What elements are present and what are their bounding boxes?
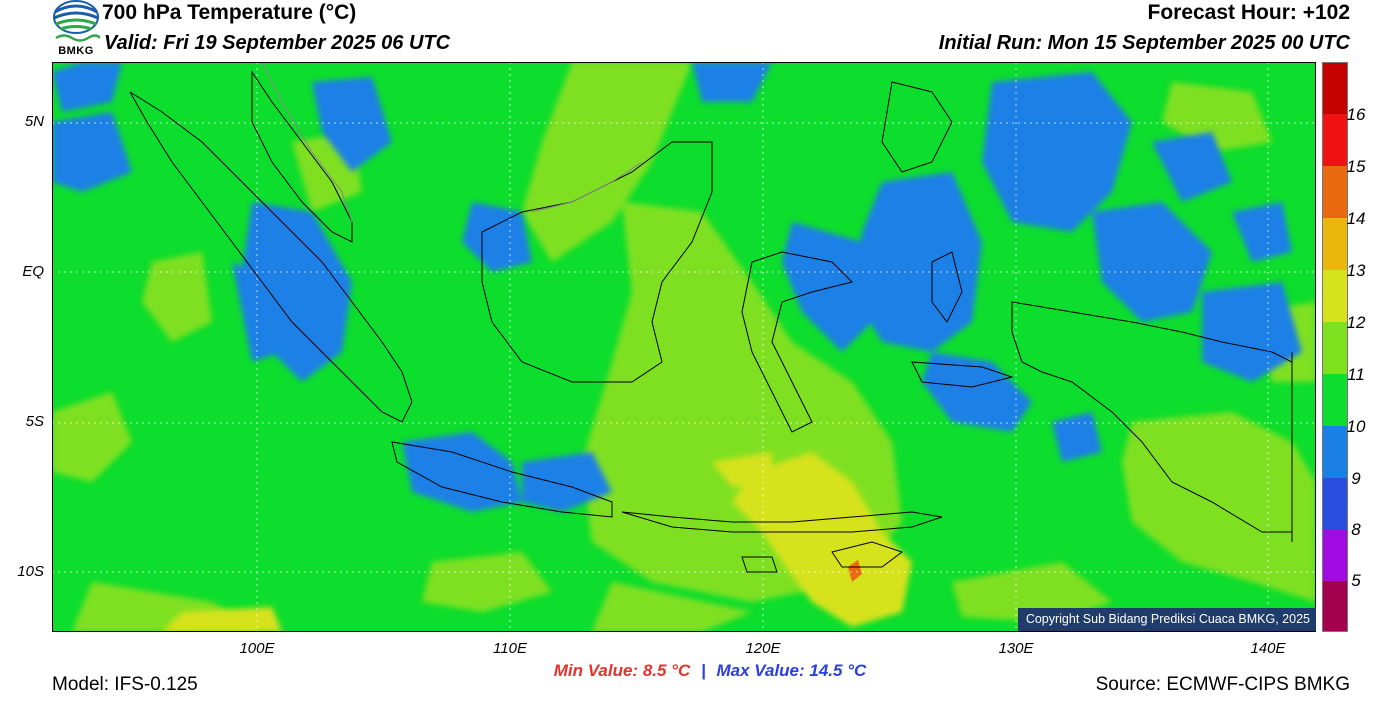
colorbar-label-13: 13	[1346, 261, 1366, 280]
swatch-16	[1322, 62, 1348, 114]
swatch-12	[1322, 270, 1348, 322]
lon-label-130e: 130E	[998, 640, 1034, 657]
colorbar-label-9: 9	[1351, 469, 1361, 488]
swatch-14	[1322, 166, 1348, 218]
lon-label-140e: 140E	[1250, 640, 1286, 657]
lon-label-110e: 110E	[493, 640, 527, 657]
initial-run: Initial Run: Mon 15 September 2025 00 UT…	[938, 32, 1350, 54]
swatch-10	[1322, 374, 1348, 426]
bmkg-logo-icon	[53, 0, 101, 42]
lon-label-120e: 120E	[745, 640, 781, 657]
colorbar-label-12: 12	[1346, 313, 1366, 332]
colorbar-swatches	[1322, 62, 1348, 632]
colorbar-label-14: 14	[1346, 209, 1366, 228]
lat-label-10s: 10S	[17, 563, 44, 580]
colorbar-label-16: 16	[1346, 105, 1366, 124]
swatch-11	[1322, 322, 1348, 374]
lat-label-5n: 5N	[24, 113, 44, 130]
swatch-15	[1322, 114, 1348, 166]
lon-label-100e: 100E	[239, 640, 275, 657]
swatch-9	[1322, 426, 1348, 478]
temperature-map: Copyright Sub Bidang Prediksi Cuaca BMKG…	[52, 62, 1316, 632]
forecast-hour: Forecast Hour: +102	[1147, 1, 1351, 24]
colorbar-label-15: 15	[1346, 157, 1366, 176]
swatch-8	[1322, 478, 1348, 530]
swatch-low	[1322, 581, 1348, 632]
lat-label-5s: 5S	[25, 413, 44, 430]
temperature-field	[52, 62, 1316, 632]
valid-time: Valid: Fri 19 September 2025 06 UTC	[104, 32, 451, 54]
min-value: Min Value: 8.5 °C	[553, 661, 691, 680]
source-label: Source: ECMWF-CIPS BMKG	[1095, 674, 1350, 695]
bmkg-logo: BMKG	[52, 0, 101, 60]
gray-coast	[261, 62, 643, 223]
swatch-5	[1322, 530, 1348, 581]
colorbar-label-10: 10	[1346, 417, 1366, 436]
swatch-13	[1322, 218, 1348, 270]
copyright-badge: Copyright Sub Bidang Prediksi Cuaca BMKG…	[1017, 608, 1316, 631]
colorbar-label-11: 11	[1347, 365, 1365, 384]
stats-separator: |	[700, 661, 706, 680]
map-title: 700 hPa Temperature (°C)	[102, 1, 357, 24]
min-max-values: Min Value: 8.5 °C | Max Value: 14.5 °C	[400, 661, 1020, 681]
logo-text: BMKG	[58, 45, 94, 57]
colorbar-label-8: 8	[1351, 520, 1361, 539]
lat-label-eq: EQ	[22, 263, 44, 280]
max-value: Max Value: 14.5 °C	[716, 661, 867, 680]
colorbar-label-5: 5	[1351, 571, 1361, 590]
model-label: Model: IFS-0.125	[52, 674, 198, 695]
colorbar	[1322, 62, 1348, 632]
